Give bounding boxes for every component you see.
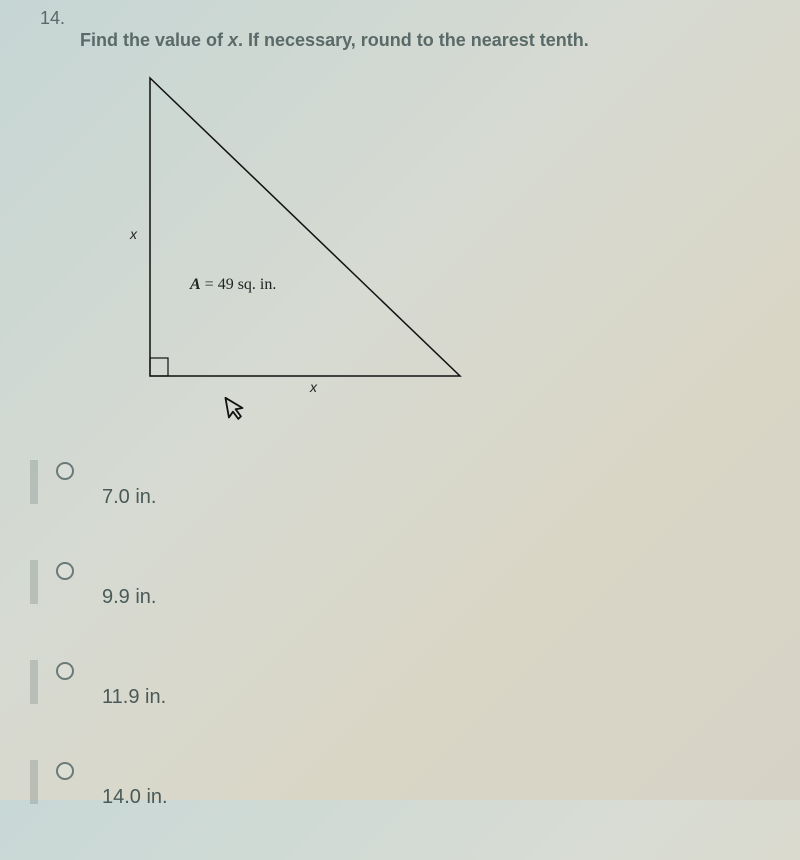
prompt-variable: x bbox=[228, 30, 238, 50]
triangle-shape bbox=[150, 78, 460, 376]
area-symbol: A bbox=[190, 276, 201, 293]
answer-marker bbox=[30, 460, 38, 504]
radio-icon[interactable] bbox=[56, 662, 74, 680]
answer-marker bbox=[30, 660, 38, 704]
answer-list: 7.0 in. 9.9 in. 11.9 in. 14.0 in. bbox=[30, 460, 770, 860]
answer-option-0[interactable]: 7.0 in. bbox=[30, 460, 770, 504]
radio-icon[interactable] bbox=[56, 562, 74, 580]
area-value: = 49 sq. in. bbox=[201, 276, 277, 293]
answer-label: 7.0 in. bbox=[102, 486, 156, 509]
answer-label: 9.9 in. bbox=[102, 586, 156, 609]
prompt-post: . If necessary, round to the nearest ten… bbox=[238, 30, 589, 50]
radio-icon[interactable] bbox=[56, 762, 74, 780]
answer-label: 11.9 in. bbox=[102, 686, 166, 709]
area-label: A = 49 sq. in. bbox=[190, 276, 276, 294]
answer-marker bbox=[30, 560, 38, 604]
answer-marker bbox=[30, 760, 38, 804]
side-label-horizontal: x bbox=[310, 379, 317, 395]
answer-option-1[interactable]: 9.9 in. bbox=[30, 560, 770, 604]
question-prompt: Find the value of x. If necessary, round… bbox=[80, 30, 589, 51]
answer-option-2[interactable]: 11.9 in. bbox=[30, 660, 770, 704]
question-number: 14. bbox=[40, 8, 65, 29]
answer-option-3[interactable]: 14.0 in. bbox=[30, 760, 770, 804]
right-angle-marker bbox=[150, 358, 168, 376]
triangle-diagram: x x A = 49 sq. in. bbox=[120, 76, 480, 406]
triangle-svg bbox=[120, 76, 480, 406]
prompt-pre: Find the value of bbox=[80, 30, 228, 50]
answer-label: 14.0 in. bbox=[102, 786, 168, 809]
side-label-vertical: x bbox=[130, 226, 137, 242]
radio-icon[interactable] bbox=[56, 462, 74, 480]
